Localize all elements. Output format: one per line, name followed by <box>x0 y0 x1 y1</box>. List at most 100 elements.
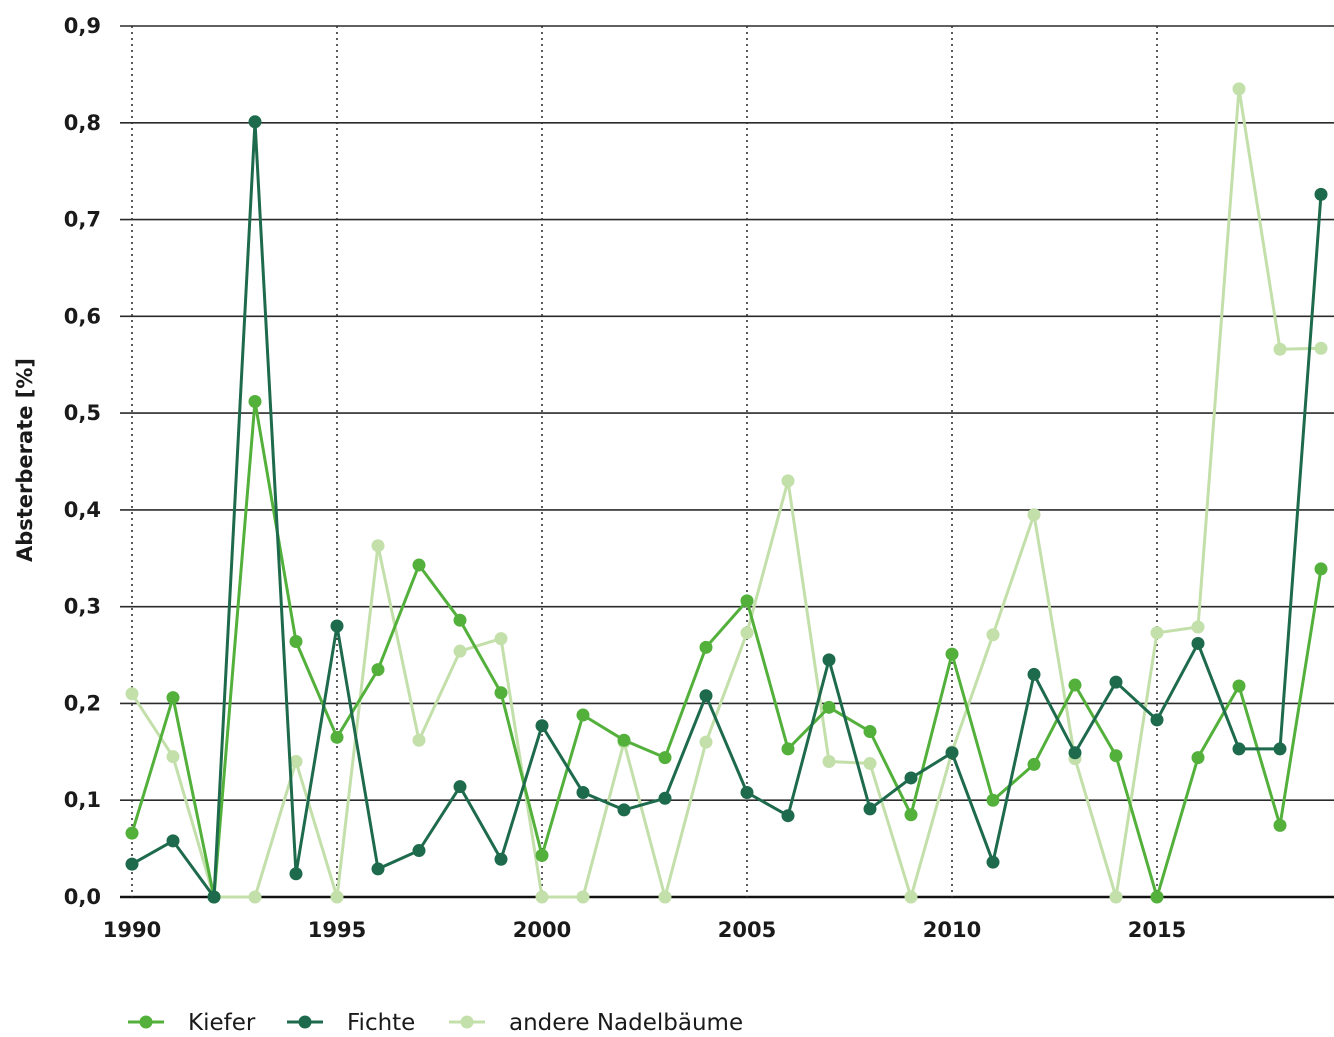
data-point-andere-nadelb-ume <box>289 755 303 769</box>
y-tick-label: 0,8 <box>64 111 101 135</box>
data-point-kiefer <box>166 691 180 705</box>
data-point-kiefer <box>1109 749 1123 763</box>
data-point-fichte <box>1314 187 1328 201</box>
data-point-fichte <box>576 785 590 799</box>
data-point-fichte <box>863 802 877 816</box>
data-point-fichte <box>1232 742 1246 756</box>
data-point-andere-nadelb-ume <box>371 539 385 553</box>
legend-label: andere Nadelbäume <box>509 1010 743 1036</box>
y-tick-label: 0,4 <box>64 498 101 522</box>
data-point-fichte <box>125 857 139 871</box>
data-point-fichte <box>535 719 549 733</box>
y-tick-label: 0,9 <box>64 14 101 38</box>
data-point-kiefer <box>125 826 139 840</box>
data-point-andere-nadelb-ume <box>1150 626 1164 640</box>
y-tick-label: 0,7 <box>64 208 101 232</box>
data-point-andere-nadelb-ume <box>1109 890 1123 904</box>
series-fichte <box>125 115 1328 904</box>
data-point-fichte <box>1027 667 1041 681</box>
legend-swatch-marker <box>139 1015 153 1029</box>
legend-label: Kiefer <box>188 1010 256 1036</box>
data-point-kiefer <box>371 663 385 677</box>
data-point-andere-nadelb-ume <box>1232 82 1246 96</box>
data-point-fichte <box>371 862 385 876</box>
data-point-andere-nadelb-ume <box>986 628 1000 642</box>
data-point-kiefer <box>1191 751 1205 765</box>
data-point-fichte <box>289 867 303 881</box>
data-point-kiefer <box>699 640 713 654</box>
data-point-andere-nadelb-ume <box>166 750 180 764</box>
y-tick-label: 0,1 <box>64 788 101 812</box>
grid <box>120 25 1334 899</box>
data-point-andere-nadelb-ume <box>1273 342 1287 356</box>
data-point-fichte <box>986 855 1000 869</box>
data-point-kiefer <box>535 848 549 862</box>
data-point-kiefer <box>248 394 262 408</box>
y-axis-ticks: 0,0 0,1 0,2 0,3 0,4 0,5 0,6 0,7 0,8 0,9 <box>64 14 101 909</box>
data-point-andere-nadelb-ume <box>330 890 344 904</box>
series-andere-nadelb-ume <box>125 82 1328 904</box>
data-point-kiefer <box>453 613 467 627</box>
data-point-kiefer <box>781 742 795 756</box>
data-point-kiefer <box>740 594 754 608</box>
data-point-kiefer <box>986 793 1000 807</box>
data-point-andere-nadelb-ume <box>576 890 590 904</box>
legend-item-andere-nadelb-ume: andere Nadelbäume <box>449 1010 743 1036</box>
x-tick-label: 1995 <box>308 918 366 942</box>
data-point-andere-nadelb-ume <box>1314 341 1328 355</box>
data-point-kiefer <box>1314 562 1328 576</box>
data-point-andere-nadelb-ume <box>1027 508 1041 522</box>
data-point-kiefer <box>1273 818 1287 832</box>
data-point-fichte <box>207 890 221 904</box>
data-point-andere-nadelb-ume <box>658 890 672 904</box>
data-point-kiefer <box>330 730 344 744</box>
legend-item-kiefer: Kiefer <box>128 1010 256 1036</box>
data-point-fichte <box>822 653 836 667</box>
data-point-fichte <box>617 803 631 817</box>
data-point-kiefer <box>822 700 836 714</box>
data-point-fichte <box>781 809 795 823</box>
data-point-kiefer <box>658 751 672 765</box>
data-point-kiefer <box>904 808 918 822</box>
x-tick-label: 2015 <box>1128 918 1186 942</box>
x-tick-label: 1990 <box>103 918 161 942</box>
data-point-andere-nadelb-ume <box>863 756 877 770</box>
data-point-andere-nadelb-ume <box>740 626 754 640</box>
data-point-andere-nadelb-ume <box>822 755 836 769</box>
series-line-kiefer <box>130 400 1323 899</box>
data-point-fichte <box>453 780 467 794</box>
data-point-kiefer <box>1027 757 1041 771</box>
data-point-kiefer <box>945 647 959 661</box>
data-point-fichte <box>494 852 508 866</box>
legend-label: Fichte <box>347 1010 415 1036</box>
data-point-andere-nadelb-ume <box>535 890 549 904</box>
data-point-kiefer <box>494 686 508 700</box>
data-point-fichte <box>699 689 713 703</box>
y-tick-label: 0,3 <box>64 595 101 619</box>
data-point-fichte <box>1150 713 1164 727</box>
data-point-andere-nadelb-ume <box>699 735 713 749</box>
series-line-andere-nadelb-ume <box>130 87 1322 899</box>
data-point-kiefer <box>576 708 590 722</box>
x-tick-label: 2000 <box>513 918 571 942</box>
x-axis-ticks: 1990 1995 2000 2005 2010 2015 <box>103 918 1186 942</box>
series-layer <box>125 82 1328 904</box>
legend: Kiefer Fichte andere Nadelbäume <box>128 1010 743 1036</box>
legend-swatch-marker <box>460 1015 474 1029</box>
data-point-fichte <box>166 834 180 848</box>
x-tick-label: 2010 <box>923 918 981 942</box>
data-point-andere-nadelb-ume <box>904 890 918 904</box>
data-point-andere-nadelb-ume <box>248 890 262 904</box>
data-point-andere-nadelb-ume <box>494 632 508 646</box>
data-point-kiefer <box>617 733 631 747</box>
y-tick-label: 0,2 <box>64 691 101 715</box>
data-point-fichte <box>1109 675 1123 689</box>
y-tick-label: 0,5 <box>64 401 101 425</box>
legend-item-fichte: Fichte <box>287 1010 415 1036</box>
data-point-fichte <box>1273 742 1287 756</box>
data-point-fichte <box>330 619 344 633</box>
data-point-andere-nadelb-ume <box>1191 620 1205 634</box>
data-point-kiefer <box>1068 678 1082 692</box>
data-point-andere-nadelb-ume <box>412 733 426 747</box>
